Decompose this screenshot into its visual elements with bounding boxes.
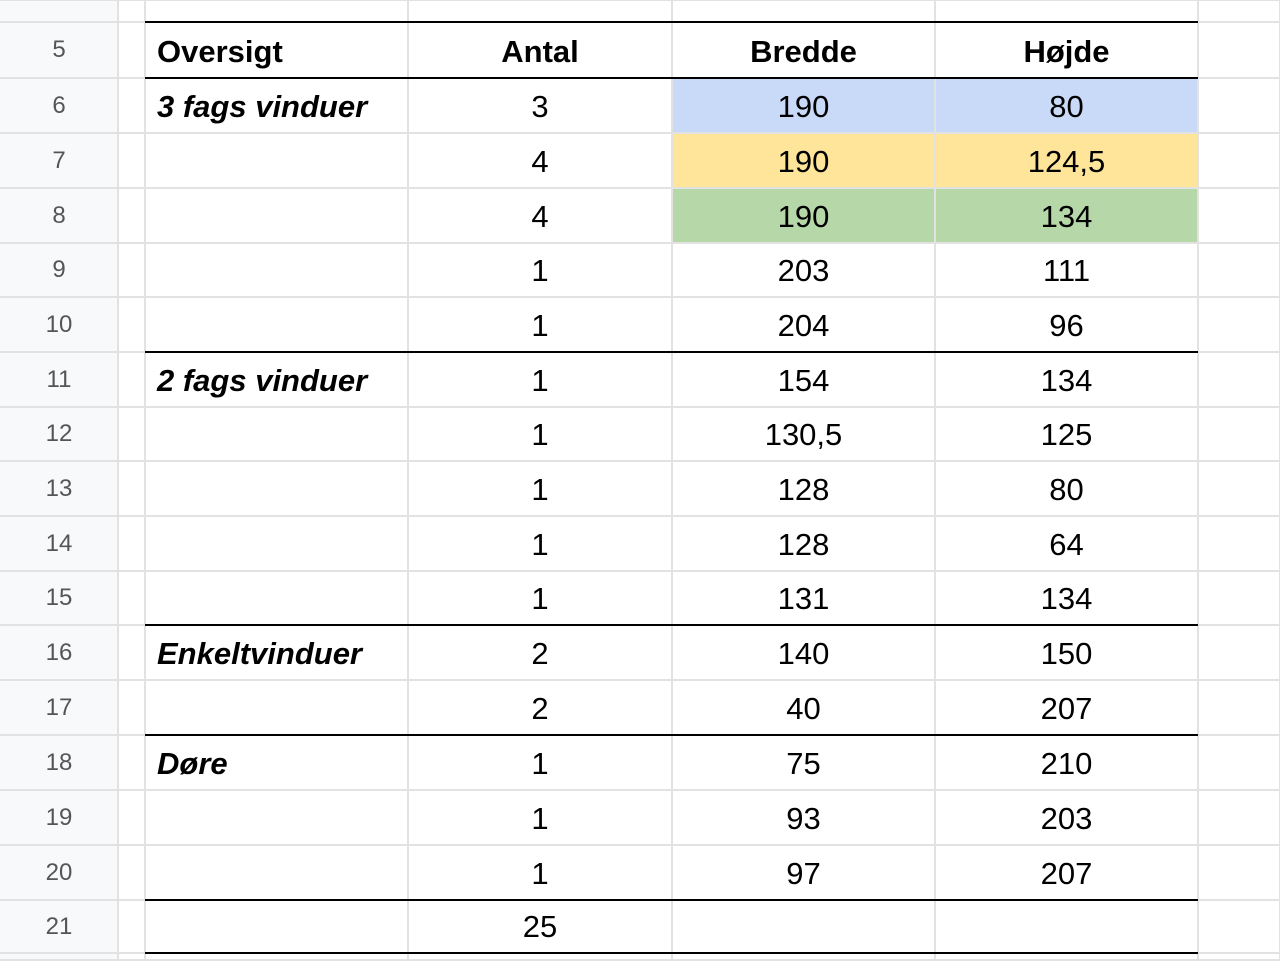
value-cell: 1 bbox=[531, 801, 549, 836]
value-cell: 204 bbox=[777, 308, 830, 343]
value-cell: 75 bbox=[786, 746, 821, 781]
value-cell: 1 bbox=[531, 363, 549, 398]
value-cell: 207 bbox=[1040, 856, 1093, 891]
header-cell: Bredde bbox=[750, 34, 857, 69]
row-number: 21 bbox=[45, 912, 73, 940]
grid-line bbox=[144, 0, 146, 960]
value-cell: 203 bbox=[777, 253, 830, 288]
group-label: Enkeltvinduer bbox=[157, 636, 362, 671]
value-cell: 128 bbox=[777, 527, 830, 562]
grid-line bbox=[0, 0, 1280, 1]
border-line bbox=[145, 77, 1198, 79]
value-cell: 1 bbox=[531, 308, 549, 343]
grid-line bbox=[0, 132, 1280, 134]
value-cell: 80 bbox=[1049, 472, 1084, 507]
row-number: 16 bbox=[45, 638, 73, 666]
value-cell: 2 bbox=[531, 636, 549, 671]
grid-line bbox=[0, 187, 1280, 189]
grid-line bbox=[0, 460, 1280, 462]
value-cell: 134 bbox=[1040, 199, 1093, 234]
grid-line bbox=[0, 789, 1280, 791]
value-cell: 134 bbox=[1040, 581, 1093, 616]
value-cell: 80 bbox=[1049, 89, 1084, 124]
value-cell: 190 bbox=[777, 199, 830, 234]
group-label: 3 fags vinduer bbox=[157, 89, 368, 124]
row-number: 12 bbox=[45, 420, 73, 447]
group-label: 2 fags vinduer bbox=[157, 363, 368, 398]
row-number: 17 bbox=[45, 693, 73, 721]
value-cell: 111 bbox=[1042, 253, 1091, 288]
value-cell: 2 bbox=[531, 691, 549, 726]
row-number: 5 bbox=[52, 36, 66, 63]
row-number: 18 bbox=[45, 748, 73, 776]
row-number: 7 bbox=[52, 146, 66, 174]
value-cell: 190 bbox=[777, 89, 830, 124]
value-cell: 1 bbox=[531, 527, 549, 562]
border-line bbox=[145, 899, 1198, 901]
border-line bbox=[145, 21, 1198, 23]
border-line bbox=[145, 952, 1198, 954]
group-label: Døre bbox=[157, 746, 228, 781]
value-cell: 25 bbox=[522, 909, 558, 944]
value-cell: 4 bbox=[531, 144, 549, 179]
value-cell: 1 bbox=[531, 472, 549, 507]
value-cell: 130,5 bbox=[764, 417, 843, 452]
grid-line bbox=[934, 0, 936, 960]
header-cell: Antal bbox=[501, 34, 579, 69]
row-number: 6 bbox=[52, 91, 66, 119]
value-cell: 1 bbox=[531, 417, 549, 452]
value-cell: 125 bbox=[1040, 417, 1093, 452]
value-cell: 210 bbox=[1040, 746, 1093, 781]
row-number: 10 bbox=[45, 310, 73, 338]
value-cell: 154 bbox=[777, 363, 830, 398]
header-cell: Oversigt bbox=[157, 34, 283, 69]
grid-line bbox=[0, 296, 1280, 298]
row-number: 15 bbox=[45, 584, 73, 611]
row-number: 20 bbox=[45, 858, 73, 886]
value-cell: 134 bbox=[1040, 363, 1093, 398]
grid-line bbox=[671, 0, 673, 960]
grid-line bbox=[0, 242, 1280, 244]
value-cell: 150 bbox=[1040, 636, 1093, 671]
value-cell: 203 bbox=[1040, 801, 1093, 836]
grid-line bbox=[407, 0, 409, 960]
value-cell: 140 bbox=[777, 636, 830, 671]
grid-line bbox=[0, 406, 1280, 408]
grid-line bbox=[0, 570, 1280, 572]
value-cell: 190 bbox=[777, 144, 830, 179]
row-number: 9 bbox=[52, 256, 66, 283]
row-number: 8 bbox=[52, 201, 66, 229]
grid-line bbox=[1197, 0, 1199, 960]
row-number: 11 bbox=[46, 365, 72, 393]
border-line bbox=[145, 734, 1198, 736]
grid-line bbox=[0, 515, 1280, 517]
value-cell: 124,5 bbox=[1027, 144, 1106, 179]
grid-line bbox=[0, 844, 1280, 846]
row-number: 13 bbox=[45, 474, 73, 502]
row-header-column bbox=[0, 0, 118, 960]
value-cell: 40 bbox=[786, 691, 821, 726]
value-cell: 1 bbox=[531, 581, 549, 616]
value-cell: 207 bbox=[1040, 691, 1093, 726]
grid-line bbox=[117, 0, 119, 960]
value-cell: 128 bbox=[777, 472, 830, 507]
value-cell: 97 bbox=[786, 856, 821, 891]
border-line bbox=[145, 351, 1198, 353]
row-number: 14 bbox=[45, 529, 73, 557]
value-cell: 64 bbox=[1049, 527, 1084, 562]
value-cell: 4 bbox=[531, 199, 549, 234]
row-number: 19 bbox=[45, 803, 73, 831]
value-cell: 3 bbox=[531, 89, 549, 124]
value-cell: 1 bbox=[531, 253, 549, 288]
border-line bbox=[145, 624, 1198, 626]
header-cell: Højde bbox=[1023, 34, 1110, 69]
value-cell: 93 bbox=[786, 801, 821, 836]
value-cell: 96 bbox=[1049, 308, 1084, 343]
value-cell: 1 bbox=[531, 856, 549, 891]
grid-line bbox=[0, 679, 1280, 681]
value-cell: 131 bbox=[777, 581, 830, 616]
value-cell: 1 bbox=[531, 746, 549, 781]
